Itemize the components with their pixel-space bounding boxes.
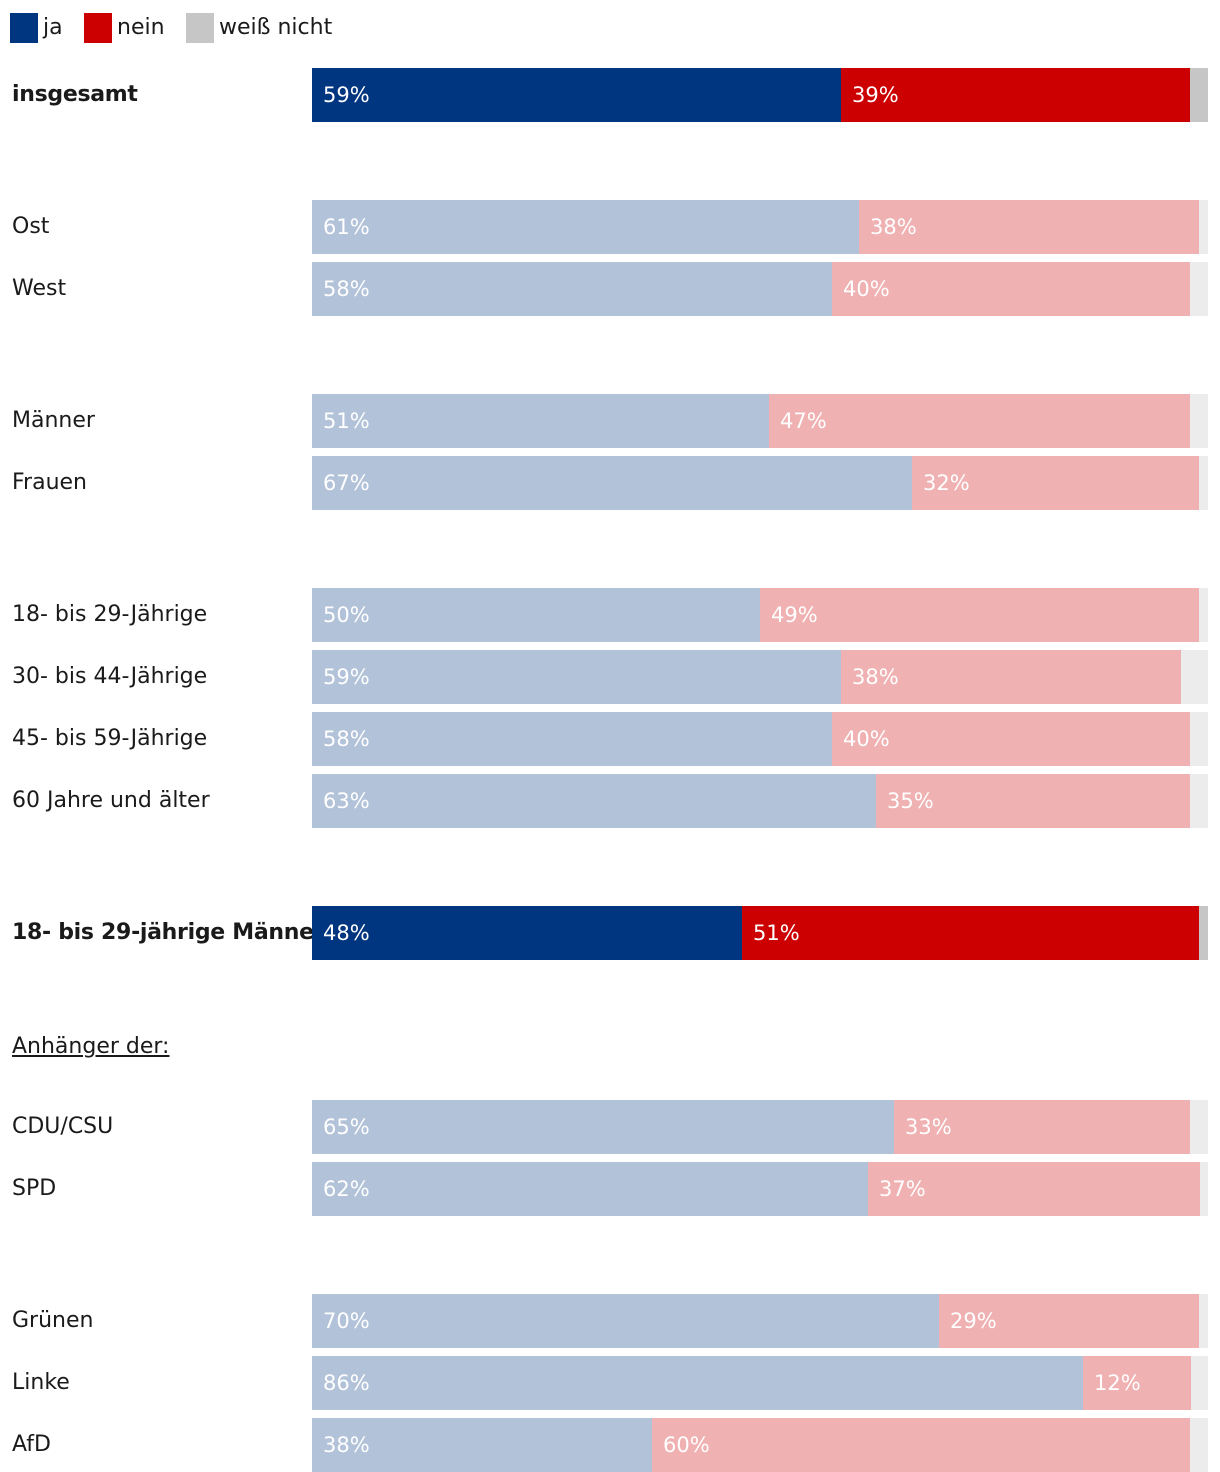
data-label-nein: 40% — [843, 727, 890, 751]
row-label-insgesamt: insgesamt — [12, 82, 138, 107]
bar-segment-nein — [832, 712, 1190, 766]
bar-segment-ja — [312, 650, 841, 704]
data-label-nein: 47% — [780, 409, 827, 433]
data-label-ja: 61% — [323, 215, 370, 239]
bar-segment-ja — [312, 262, 832, 316]
row-label-45-bis-59-jährige: 45- bis 59-Jährige — [12, 726, 208, 751]
bar-segment-weiss-nicht — [1199, 200, 1208, 254]
bar-segment-ja — [312, 1100, 894, 1154]
group-heading: Anhänger der: — [12, 1034, 170, 1059]
bar-segment-nein — [742, 906, 1199, 960]
data-label-nein: 51% — [753, 921, 800, 945]
bar-segment-nein — [868, 1162, 1200, 1216]
data-label-ja: 65% — [323, 1115, 370, 1139]
legend-label-weiss-nicht: weiß nicht — [219, 15, 333, 40]
bar-segment-nein — [832, 262, 1190, 316]
data-label-ja: 67% — [323, 471, 370, 495]
data-label-ja: 86% — [323, 1371, 370, 1395]
data-label-ja: 58% — [323, 727, 370, 751]
bar-segment-weiss-nicht — [1190, 712, 1208, 766]
bar-segment-nein — [760, 588, 1199, 642]
data-label-ja: 51% — [323, 409, 370, 433]
data-label-ja: 70% — [323, 1309, 370, 1333]
data-label-nein: 12% — [1094, 1371, 1141, 1395]
data-label-nein: 38% — [852, 665, 899, 689]
bar-segment-nein — [841, 68, 1190, 122]
data-label-ja: 59% — [323, 665, 370, 689]
row-label-ost: Ost — [12, 214, 50, 239]
row-label-18-bis-29-jährige: 18- bis 29-Jährige — [12, 602, 208, 627]
bar-segment-nein — [939, 1294, 1199, 1348]
bar-segment-nein — [876, 774, 1190, 828]
bar-segment-ja — [312, 456, 912, 510]
bar-segment-weiss-nicht — [1199, 906, 1208, 960]
row-label-männer: Männer — [12, 408, 95, 433]
bar-segment-ja — [312, 68, 841, 122]
data-label-nein: 33% — [905, 1115, 952, 1139]
legend-swatch-ja — [10, 13, 38, 43]
bar-segment-ja — [312, 1294, 939, 1348]
bar-segment-weiss-nicht — [1190, 774, 1208, 828]
bar-segment-weiss-nicht — [1199, 588, 1208, 642]
bar-segment-ja — [312, 1356, 1083, 1410]
bar-segment-weiss-nicht — [1200, 1162, 1208, 1216]
data-label-nein: 29% — [950, 1309, 997, 1333]
bar-segment-ja — [312, 712, 832, 766]
row-label-18-bis-29-jährige-männer: 18- bis 29-jährige Männer — [12, 920, 325, 945]
row-label-frauen: Frauen — [12, 470, 88, 495]
bar-segment-ja — [312, 394, 769, 448]
bar-segment-weiss-nicht — [1199, 1294, 1208, 1348]
bar-segment-weiss-nicht — [1199, 456, 1208, 510]
row-label-linke: Linke — [12, 1370, 70, 1395]
data-label-nein: 35% — [887, 789, 934, 813]
row-label-spd: SPD — [12, 1176, 57, 1201]
bar-segment-ja — [312, 200, 859, 254]
bar-segment-weiss-nicht — [1181, 650, 1208, 704]
data-label-ja: 62% — [323, 1177, 370, 1201]
bar-segment-ja — [312, 588, 760, 642]
bar-segment-weiss-nicht — [1190, 1100, 1208, 1154]
bar-segment-weiss-nicht — [1190, 1418, 1208, 1472]
data-label-nein: 40% — [843, 277, 890, 301]
bar-segment-nein — [652, 1418, 1190, 1472]
data-label-nein: 32% — [923, 471, 970, 495]
stacked-bar-chart: insgesamt 59% 39% Ost 61% 38% West 58% 40% Männer… — [12, 68, 1208, 1472]
bar-segment-weiss-nicht — [1191, 1356, 1208, 1410]
bar-segment-nein — [912, 456, 1199, 510]
data-label-ja: 38% — [323, 1433, 370, 1457]
bar-segment-nein — [841, 650, 1181, 704]
legend-swatch-weiss-nicht — [186, 13, 214, 43]
bar-segment-ja — [312, 906, 742, 960]
bar-segment-weiss-nicht — [1190, 262, 1208, 316]
legend-swatch-nein — [84, 13, 112, 43]
data-label-nein: 38% — [870, 215, 917, 239]
bar-segment-nein — [1083, 1356, 1191, 1410]
row-label-grünen: Grünen — [12, 1308, 94, 1333]
legend-label-nein: nein — [117, 15, 165, 40]
bar-segment-nein — [859, 200, 1199, 254]
bar-segment-nein — [769, 394, 1190, 448]
bar-segment-weiss-nicht — [1190, 394, 1208, 448]
bar-segment-nein — [894, 1100, 1190, 1154]
row-label-afd: AfD — [12, 1432, 51, 1457]
data-label-nein: 39% — [852, 83, 899, 107]
data-label-ja: 58% — [323, 277, 370, 301]
data-label-nein: 60% — [663, 1433, 710, 1457]
bar-segment-ja — [312, 1162, 868, 1216]
data-label-nein: 49% — [771, 603, 818, 627]
row-label-60-jahre-und-älter: 60 Jahre und älter — [12, 788, 210, 813]
row-label-west: West — [12, 276, 67, 301]
data-label-ja: 50% — [323, 603, 370, 627]
row-label-30-bis-44-jährige: 30- bis 44-Jährige — [12, 664, 208, 689]
bar-segment-ja — [312, 774, 876, 828]
data-label-ja: 63% — [323, 789, 370, 813]
data-label-ja: 59% — [323, 83, 370, 107]
data-label-ja: 48% — [323, 921, 370, 945]
bar-segment-weiss-nicht — [1190, 68, 1208, 122]
legend-label-ja: ja — [43, 15, 63, 40]
data-label-nein: 37% — [879, 1177, 926, 1201]
row-label-cdu-csu: CDU/CSU — [12, 1114, 114, 1139]
